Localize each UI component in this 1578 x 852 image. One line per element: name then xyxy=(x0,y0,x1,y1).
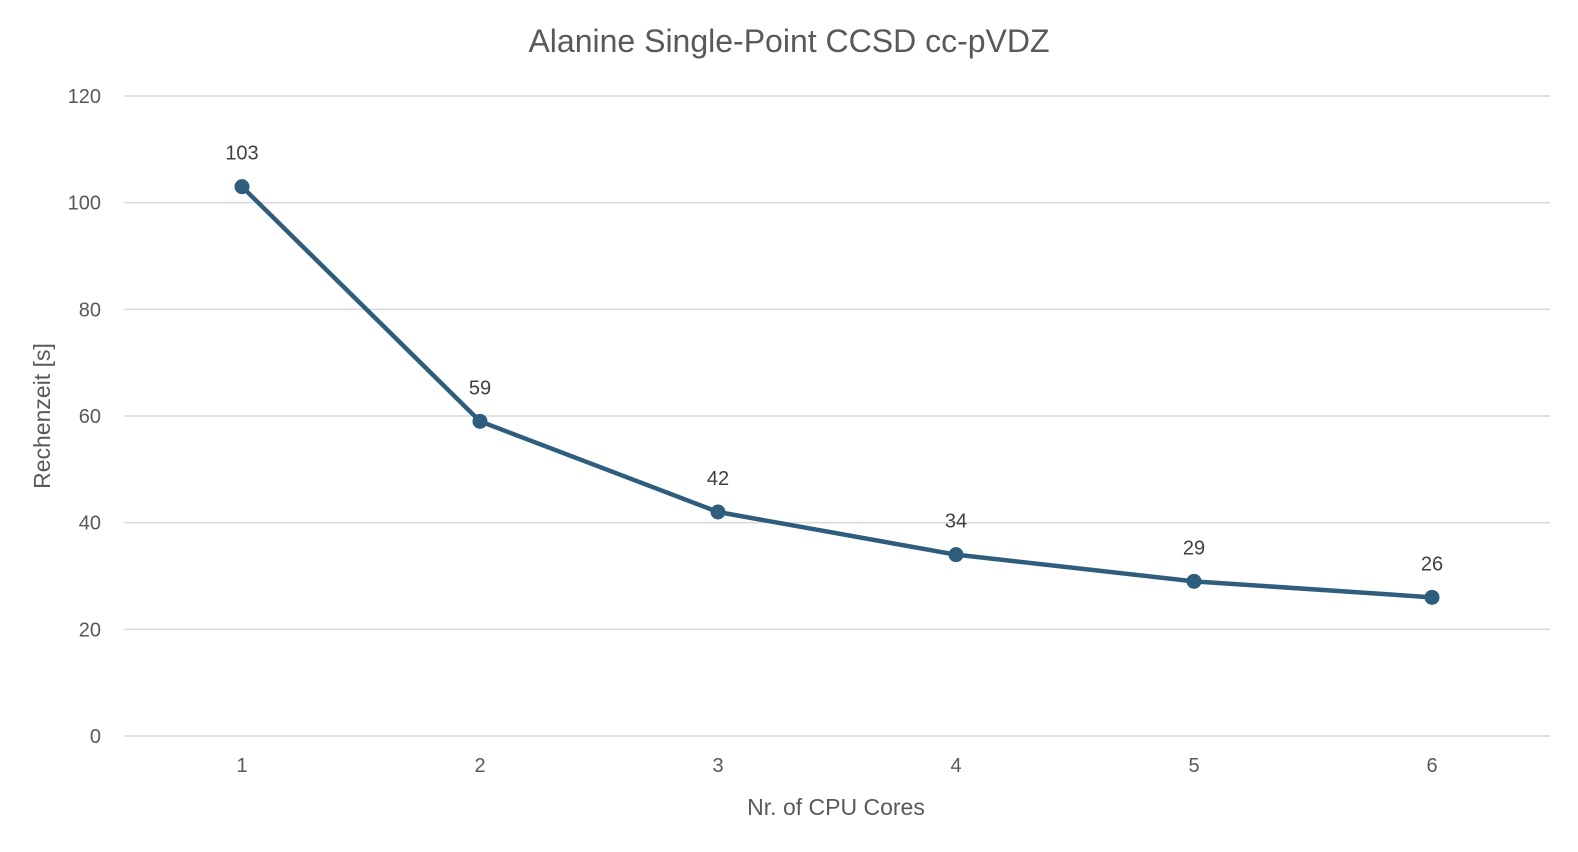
data-point xyxy=(1424,589,1440,605)
x-tick-label: 1 xyxy=(236,755,247,777)
y-axis-title: Rechenzeit [s] xyxy=(29,343,55,489)
data-label: 42 xyxy=(707,468,729,490)
y-tick-label: 40 xyxy=(79,513,101,535)
series-line xyxy=(239,184,1435,600)
x-tick-label: 4 xyxy=(950,755,961,777)
y-tick-label: 80 xyxy=(79,299,101,321)
y-tick-label: 60 xyxy=(79,406,101,428)
data-label: 34 xyxy=(945,511,967,533)
data-label: 103 xyxy=(225,143,258,165)
data-point xyxy=(948,547,964,563)
x-axis-title: Nr. of CPU Cores xyxy=(747,794,925,820)
x-tick-label: 3 xyxy=(712,755,723,777)
gridlines xyxy=(124,95,1550,631)
data-point xyxy=(234,179,250,195)
data-labels: 103 59 42 34 29 26 xyxy=(225,143,1443,576)
x-tick-label: 5 xyxy=(1188,755,1199,777)
y-tick-label: 0 xyxy=(90,726,101,748)
data-label: 59 xyxy=(469,377,491,399)
data-point xyxy=(1186,573,1202,589)
data-point xyxy=(472,413,488,429)
y-tick-label: 120 xyxy=(68,86,101,108)
data-label: 29 xyxy=(1183,537,1205,559)
x-tick-label: 2 xyxy=(474,755,485,777)
x-tick-label: 6 xyxy=(1426,755,1437,777)
data-label: 26 xyxy=(1421,553,1443,575)
series-layer xyxy=(234,179,1440,605)
data-point xyxy=(710,504,726,520)
y-tick-label: 20 xyxy=(79,619,101,641)
y-tick-label: 100 xyxy=(68,193,101,215)
chart-title: Alanine Single-Point CCSD cc-pVDZ xyxy=(528,23,1049,59)
